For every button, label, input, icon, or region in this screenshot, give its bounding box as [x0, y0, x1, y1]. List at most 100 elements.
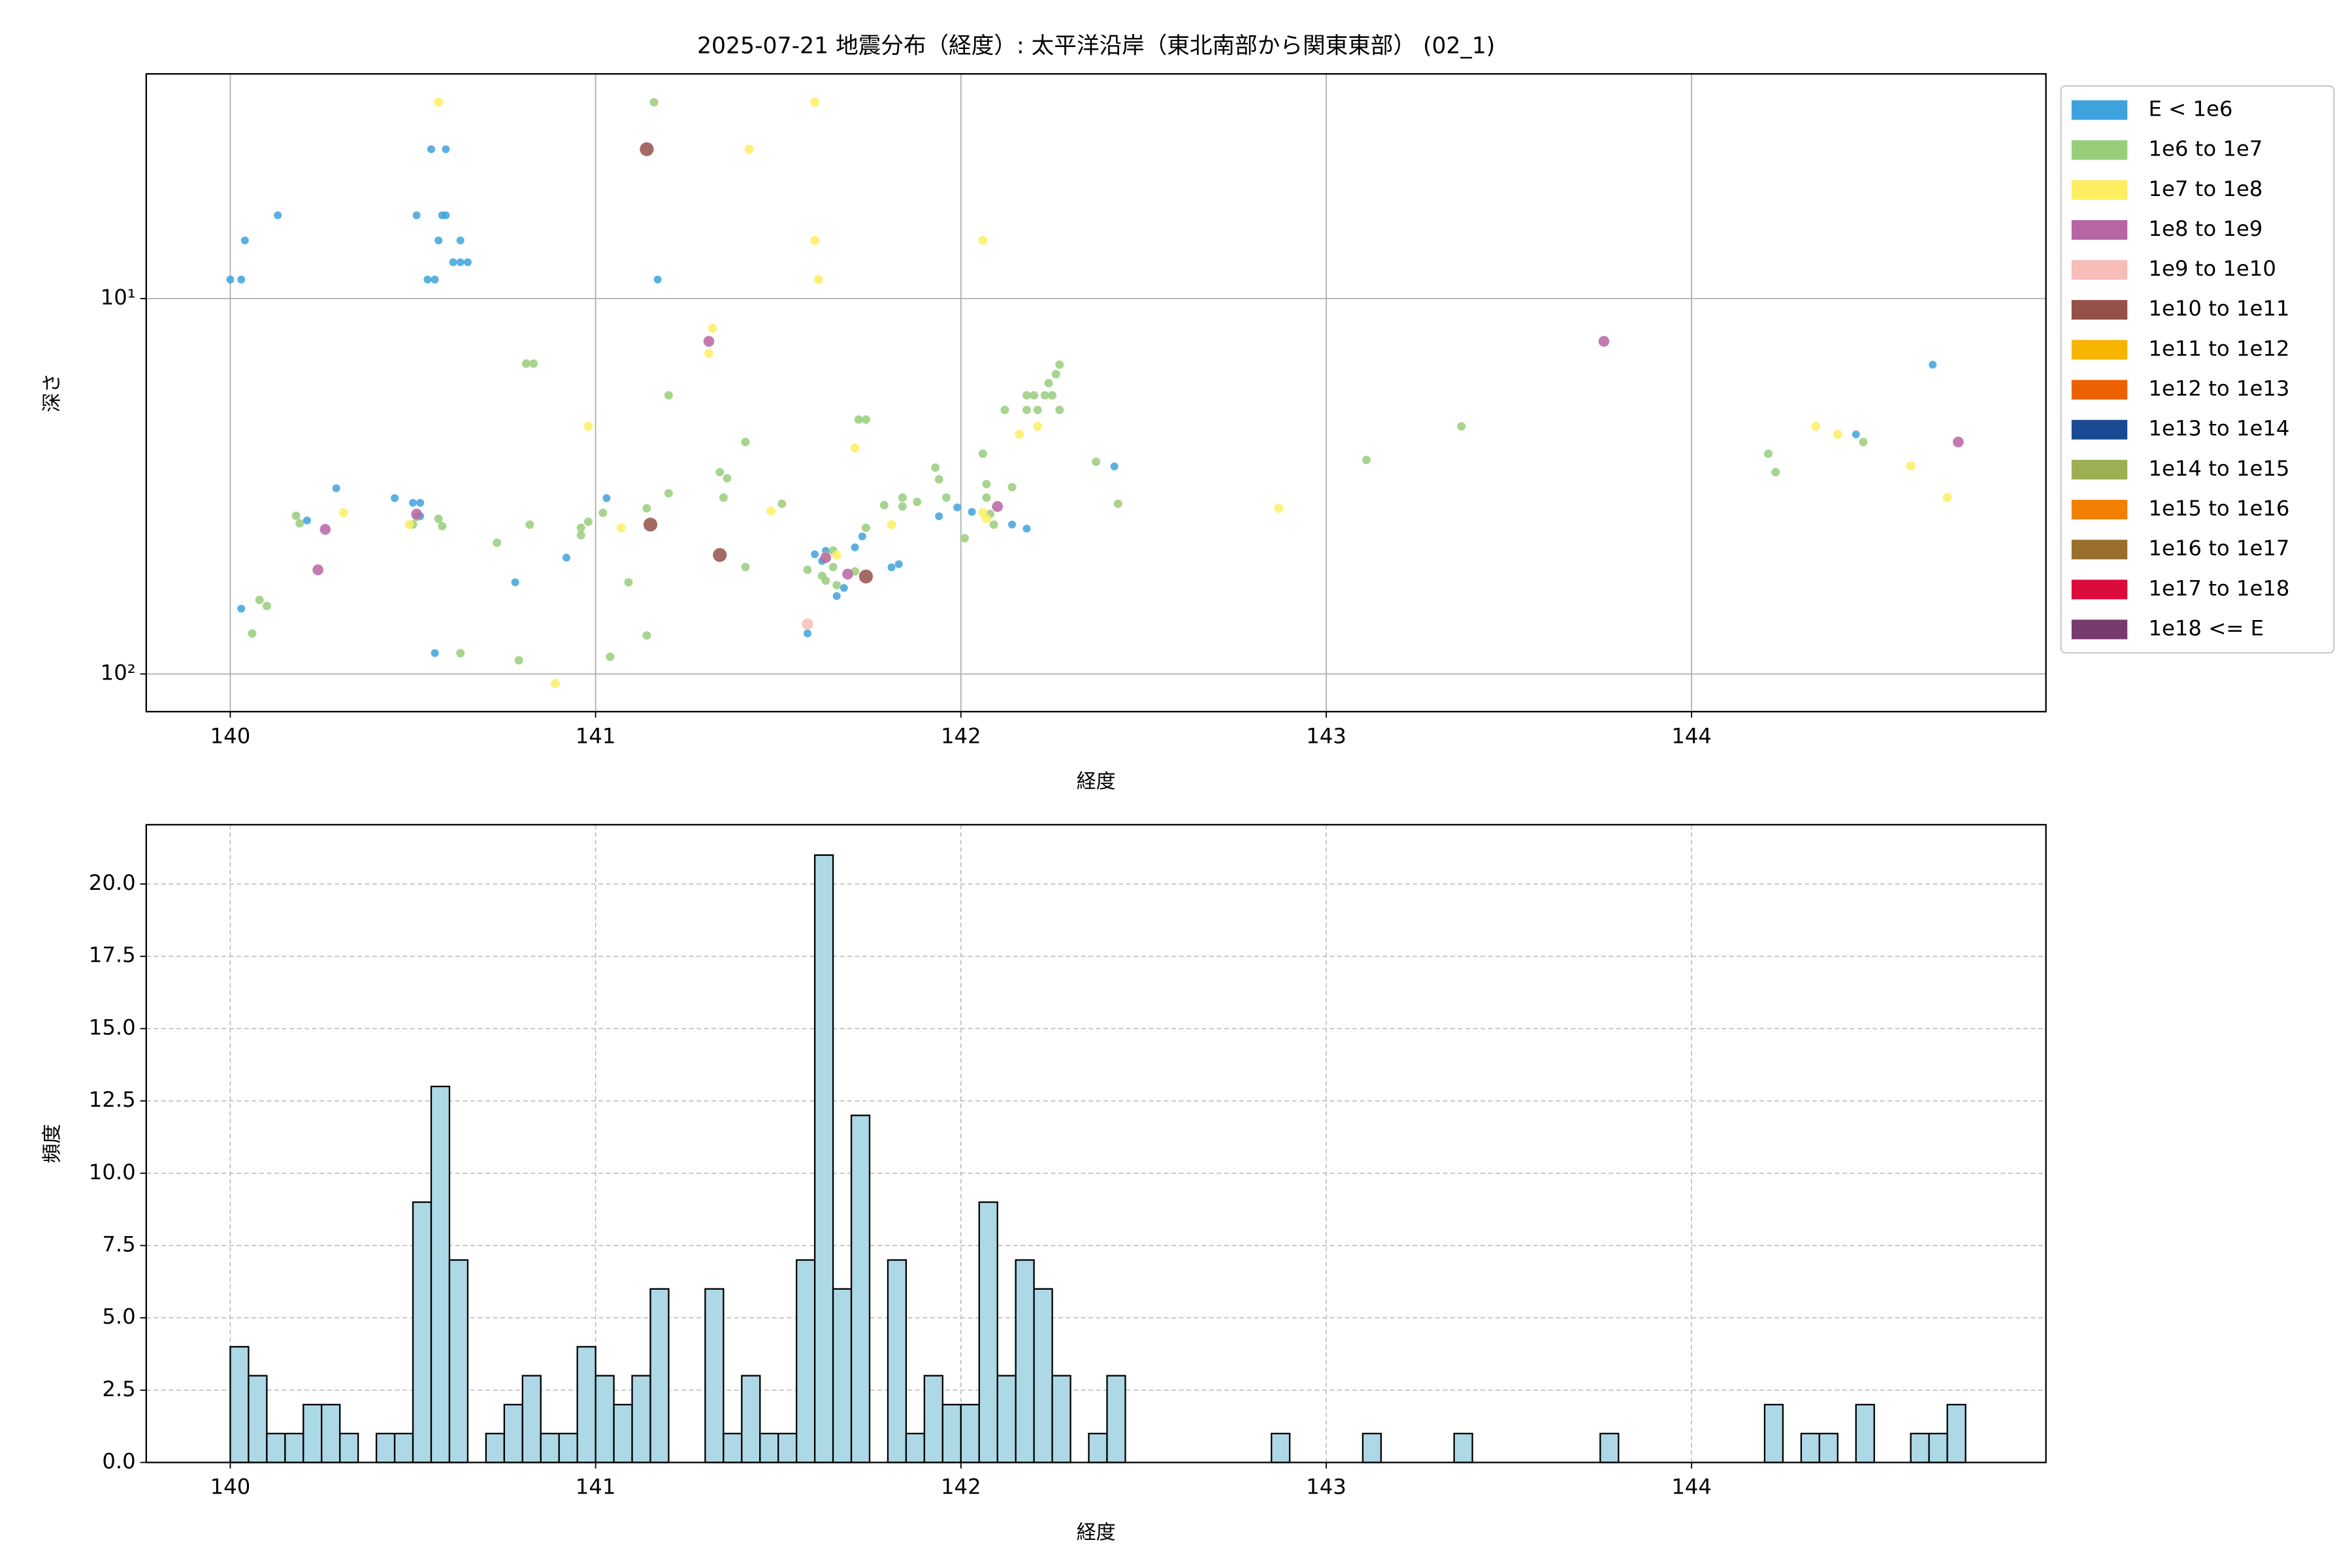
point — [521, 359, 531, 368]
point — [1048, 391, 1057, 400]
bar — [1599, 1433, 1620, 1463]
bar — [266, 1433, 286, 1463]
bar — [1015, 1259, 1035, 1463]
legend-swatch — [2071, 100, 2128, 120]
point — [332, 484, 340, 493]
point — [1055, 360, 1064, 369]
chart-title: 2025-07-21 地震分布（経度）: 太平洋沿岸（東北南部から関東東部） (… — [697, 33, 1495, 59]
legend-swatch — [2071, 260, 2128, 280]
point — [237, 275, 246, 284]
bar — [1088, 1433, 1108, 1463]
point — [1942, 493, 1952, 502]
bar — [448, 1259, 469, 1463]
point — [935, 512, 943, 521]
legend-swatch — [2071, 300, 2128, 320]
point — [982, 514, 991, 523]
point — [810, 97, 820, 107]
point — [598, 508, 608, 517]
point — [226, 275, 235, 284]
point — [525, 520, 534, 529]
bar — [302, 1403, 323, 1463]
point — [802, 618, 813, 630]
point — [404, 520, 414, 529]
point — [960, 534, 969, 543]
point — [423, 275, 432, 284]
point — [1811, 421, 1821, 431]
point — [821, 576, 830, 585]
point — [391, 494, 399, 502]
point — [719, 493, 728, 502]
point — [449, 258, 457, 267]
point — [741, 563, 750, 572]
point — [255, 595, 264, 604]
bar — [576, 1346, 596, 1463]
bar — [649, 1288, 670, 1463]
bar — [850, 1115, 871, 1463]
point — [1033, 405, 1042, 414]
point — [606, 652, 615, 661]
bar — [813, 854, 834, 1463]
point — [813, 275, 823, 284]
point — [583, 421, 593, 431]
point — [456, 237, 465, 245]
bar — [503, 1403, 523, 1463]
point — [703, 336, 715, 347]
bar — [485, 1433, 505, 1463]
point — [1015, 429, 1024, 439]
point — [978, 236, 988, 245]
point — [913, 497, 922, 506]
point — [803, 629, 811, 638]
point — [715, 468, 725, 477]
point — [861, 523, 870, 532]
x-tick-label: 141 — [576, 723, 616, 748]
point — [616, 523, 626, 532]
x-tick-label: 143 — [1306, 1475, 1347, 1499]
bar — [905, 1433, 926, 1463]
point — [295, 519, 304, 528]
point — [434, 97, 444, 107]
y-tick-label: 20.0 — [89, 870, 136, 895]
point — [828, 563, 838, 572]
point — [602, 494, 611, 502]
bar — [1928, 1433, 1948, 1463]
y-axis-label: 深さ — [41, 373, 63, 412]
point — [412, 211, 421, 220]
bar — [832, 1288, 853, 1463]
point — [583, 517, 593, 526]
point — [551, 679, 561, 689]
point — [777, 499, 787, 508]
point — [854, 415, 863, 424]
point — [237, 604, 246, 613]
point — [851, 543, 859, 551]
point — [858, 532, 866, 540]
point — [723, 474, 732, 483]
legend-box — [2060, 85, 2335, 654]
bar — [248, 1375, 268, 1463]
point — [434, 237, 443, 245]
point — [708, 323, 717, 333]
bar — [595, 1375, 615, 1463]
point — [576, 531, 585, 540]
point — [456, 258, 465, 267]
point — [1833, 429, 1842, 439]
y-tick-label: 10² — [101, 661, 136, 685]
legend-label: 1e7 to 1e8 — [2148, 176, 2262, 201]
x-tick-label: 140 — [210, 1475, 251, 1499]
point — [493, 538, 502, 547]
legend-swatch — [2071, 419, 2128, 440]
point — [664, 391, 673, 400]
point — [1113, 499, 1122, 508]
point — [811, 550, 819, 559]
point — [427, 145, 435, 154]
point — [766, 506, 776, 516]
legend-label: 1e16 to 1e17 — [2148, 536, 2289, 561]
bar — [1910, 1433, 1930, 1463]
bar — [741, 1375, 761, 1463]
point — [1764, 449, 1773, 458]
point — [1000, 405, 1009, 414]
bar — [412, 1201, 433, 1463]
point — [879, 500, 889, 510]
point — [713, 547, 727, 563]
bar — [393, 1433, 414, 1463]
